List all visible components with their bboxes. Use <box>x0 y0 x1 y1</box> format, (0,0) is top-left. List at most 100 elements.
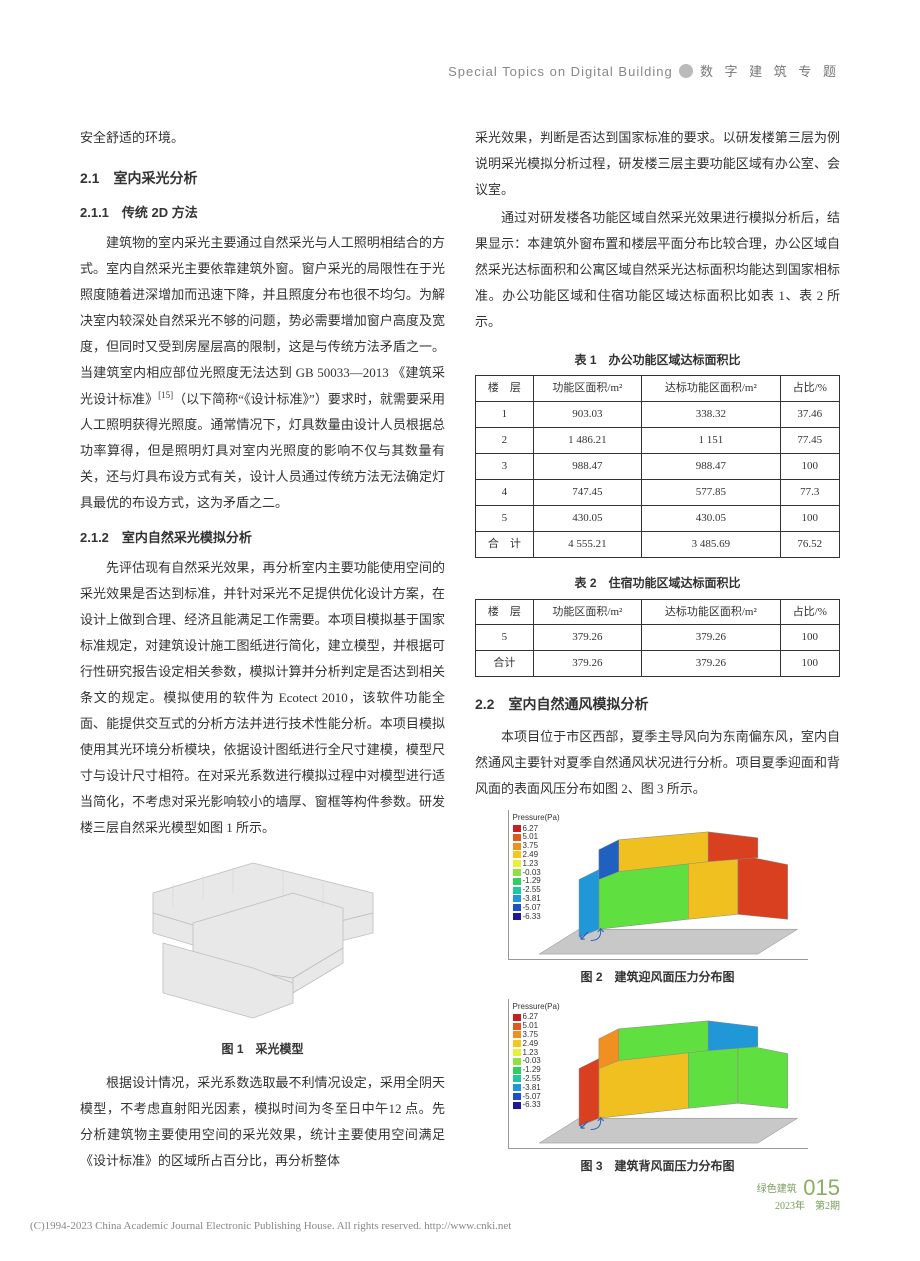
axis-icon: ↙⤴ <box>579 1111 605 1138</box>
table-header: 楼 层 <box>476 376 534 402</box>
left-column: 安全舒适的环境。 2.1 室内采光分析 2.1.1 传统 2D 方法 建筑物的室… <box>80 125 445 1188</box>
legend-swatch-icon <box>513 1023 521 1030</box>
table-row: 合计379.26379.26100 <box>476 651 840 677</box>
table-row: 4747.45577.8577.3 <box>476 480 840 506</box>
table-header: 楼 层 <box>476 599 534 625</box>
table-cell: 3 <box>476 454 534 480</box>
legend-title: Pressure(Pa) <box>513 814 560 823</box>
table-header: 达标功能区面积/m² <box>642 376 781 402</box>
table-cell: 988.47 <box>642 454 781 480</box>
legend-row: -6.33 <box>513 1101 560 1110</box>
legend-value: 3.75 <box>523 841 539 850</box>
table-cell: 5 <box>476 625 534 651</box>
daylight-model-icon <box>133 853 393 1023</box>
running-header: Special Topics on Digital Building 数 字 建… <box>80 60 840 85</box>
section-2-1: 2.1 室内采光分析 <box>80 165 445 192</box>
issue: 2023年 第2期 <box>775 1201 840 1212</box>
header-dot-icon <box>679 64 693 78</box>
table-cell: 430.05 <box>533 505 641 531</box>
table-cell: 903.03 <box>533 402 641 428</box>
table-row: 21 486.211 15177.45 <box>476 428 840 454</box>
legend-value: 2.49 <box>523 1039 539 1048</box>
table-cell: 430.05 <box>642 505 781 531</box>
pressure-legend: Pressure(Pa)6.275.013.752.491.23-0.03-1.… <box>513 1003 560 1111</box>
axis-icon: ↙⤴ <box>579 922 605 949</box>
table-header: 达标功能区面积/m² <box>642 599 781 625</box>
legend-value: -3.81 <box>523 894 541 903</box>
table-header: 占比/% <box>780 599 839 625</box>
table-1-caption: 表 1 办公功能区域达标面积比 <box>475 349 840 372</box>
legend-value: 5.01 <box>523 1021 539 1030</box>
table-cell: 37.46 <box>780 402 839 428</box>
table-cell: 379.26 <box>642 651 781 677</box>
table-row: 1903.03338.3237.46 <box>476 402 840 428</box>
legend-value: -5.07 <box>523 903 541 912</box>
figure-1-caption: 图 1 采光模型 <box>133 1038 393 1061</box>
para: 采光效果，判断是否达到国家标准的要求。以研发楼第三层为例说明采光模拟分析过程，研… <box>475 125 840 203</box>
right-column: 采光效果，判断是否达到国家标准的要求。以研发楼第三层为例说明采光模拟分析过程，研… <box>475 125 840 1188</box>
legend-value: 1.23 <box>523 859 539 868</box>
legend-value: -6.33 <box>523 1100 541 1109</box>
para: 根据设计情况，采光系数选取最不利情况设定，采用全阴天模型，不考虑直射阳光因素，模… <box>80 1070 445 1174</box>
legend-value: 1.23 <box>523 1048 539 1057</box>
table-cell: 379.26 <box>533 651 641 677</box>
legend-swatch-icon <box>513 1084 521 1091</box>
text: （以下简称“《设计标准》”）要求时，就需要采用人工照明获得光照度。通常情况下，灯… <box>80 391 445 510</box>
table-2-caption: 表 2 住宿功能区域达标面积比 <box>475 572 840 595</box>
legend-swatch-icon <box>513 825 521 832</box>
legend-value: 6.27 <box>523 824 539 833</box>
table-2: 楼 层功能区面积/m²达标功能区面积/m²占比/%5379.26379.2610… <box>475 599 840 678</box>
legend-swatch-icon <box>513 1014 521 1021</box>
page-number: 015 <box>803 1175 840 1200</box>
table-cell: 379.26 <box>642 625 781 651</box>
table-cell: 4 <box>476 480 534 506</box>
table-cell: 100 <box>780 651 839 677</box>
para: 本项目位于市区西部，夏季主导风向为东南偏东风，室内自然通风主要针对夏季自然通风状… <box>475 724 840 802</box>
legend-value: -1.29 <box>523 876 541 885</box>
para: 建筑物的室内采光主要通过自然采光与人工照明相结合的方式。室内自然采光主要依靠建筑… <box>80 230 445 516</box>
table-cell: 100 <box>780 625 839 651</box>
header-cn: 数 字 建 筑 专 题 <box>700 64 840 79</box>
table-cell: 合 计 <box>476 531 534 557</box>
figure-2: Pressure(Pa)6.275.013.752.491.23-0.03-1.… <box>508 810 808 960</box>
header-en: Special Topics on Digital Building <box>448 64 673 79</box>
para: 通过对研发楼各功能区域自然采光效果进行模拟分析后，结果显示：本建筑外窗布置和楼层… <box>475 205 840 335</box>
table-row: 5379.26379.26100 <box>476 625 840 651</box>
text: 建筑物的室内采光主要通过自然采光与人工照明相结合的方式。室内自然采光主要依靠建筑… <box>80 235 445 406</box>
section-2-2: 2.2 室内自然通风模拟分析 <box>475 691 840 718</box>
legend-row: -6.33 <box>513 913 560 922</box>
subsection-2-1-1: 2.1.1 传统 2D 方法 <box>80 201 445 226</box>
table-cell: 1 151 <box>642 428 781 454</box>
table-cell: 988.47 <box>533 454 641 480</box>
legend-swatch-icon <box>513 895 521 902</box>
table-cell: 100 <box>780 454 839 480</box>
para: 安全舒适的环境。 <box>80 125 445 151</box>
table-cell: 77.3 <box>780 480 839 506</box>
table-cell: 3 485.69 <box>642 531 781 557</box>
legend-swatch-icon <box>513 1102 521 1109</box>
table-header: 功能区面积/m² <box>533 376 641 402</box>
table-cell: 76.52 <box>780 531 839 557</box>
table-cell: 77.45 <box>780 428 839 454</box>
legend-value: -2.55 <box>523 885 541 894</box>
two-column-layout: 安全舒适的环境。 2.1 室内采光分析 2.1.1 传统 2D 方法 建筑物的室… <box>80 125 840 1188</box>
legend-swatch-icon <box>513 1093 521 1100</box>
legend-swatch-icon <box>513 1067 521 1074</box>
table-cell: 2 <box>476 428 534 454</box>
table-cell: 338.32 <box>642 402 781 428</box>
table-cell: 合计 <box>476 651 534 677</box>
legend-value: -0.03 <box>523 1056 541 1065</box>
legend-swatch-icon <box>513 878 521 885</box>
legend-swatch-icon <box>513 834 521 841</box>
table-row: 合 计4 555.213 485.6976.52 <box>476 531 840 557</box>
copyright-line: (C)1994-2023 China Academic Journal Elec… <box>30 1216 511 1237</box>
legend-swatch-icon <box>513 851 521 858</box>
legend-value: -5.07 <box>523 1092 541 1101</box>
legend-swatch-icon <box>513 1058 521 1065</box>
legend-swatch-icon <box>513 843 521 850</box>
para: 先评估现有自然采光效果，再分析室内主要功能使用空间的采光效果是否达到标准，并针对… <box>80 555 445 841</box>
legend-swatch-icon <box>513 913 521 920</box>
table-cell: 747.45 <box>533 480 641 506</box>
table-cell: 1 486.21 <box>533 428 641 454</box>
table-cell: 379.26 <box>533 625 641 651</box>
